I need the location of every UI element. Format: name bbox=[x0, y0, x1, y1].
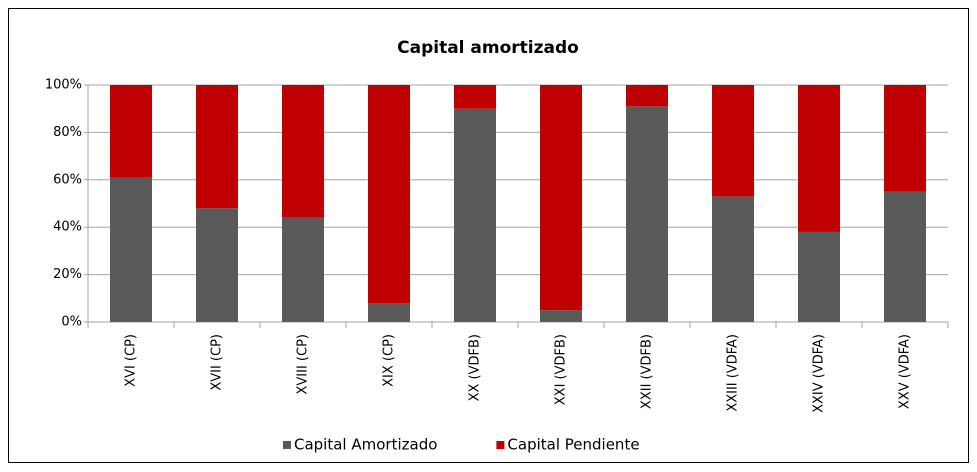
bar-segment bbox=[798, 231, 840, 322]
y-tick-label: 0% bbox=[61, 315, 82, 330]
legend-swatch bbox=[283, 441, 291, 449]
x-tick-label: XVIII (CP) bbox=[296, 334, 311, 395]
y-tick-label: 20% bbox=[53, 267, 82, 282]
bar-segment bbox=[110, 177, 152, 322]
x-tick-label: XXII (VDFB) bbox=[640, 334, 655, 409]
x-tick-label: XVI (CP) bbox=[124, 334, 139, 387]
x-tick-label: XXIII (VDFA) bbox=[726, 334, 741, 412]
bar-segment bbox=[282, 85, 324, 218]
bar-segment bbox=[798, 85, 840, 232]
legend-swatch bbox=[496, 441, 505, 449]
y-tick-label: 40% bbox=[53, 220, 82, 235]
x-tick-label: XX (VDFB) bbox=[468, 334, 483, 401]
bar-segment bbox=[712, 196, 754, 322]
bar-segment bbox=[196, 208, 238, 322]
bar-segment bbox=[884, 85, 926, 192]
bar-segment bbox=[368, 85, 410, 304]
y-tick-label: 100% bbox=[45, 78, 82, 93]
bar-segment bbox=[196, 85, 238, 209]
bar-segment bbox=[540, 310, 582, 322]
y-tick-label: 60% bbox=[53, 172, 82, 187]
bar-segment bbox=[712, 85, 754, 197]
x-tick-label: XIX (CP) bbox=[382, 334, 397, 387]
bar-segment bbox=[110, 85, 152, 178]
y-tick-label: 80% bbox=[53, 125, 82, 140]
x-tick-label: XXV (VDFA) bbox=[898, 334, 913, 409]
bar-segment bbox=[540, 85, 582, 311]
legend-label: Capital Pendiente bbox=[507, 436, 639, 454]
bar-segment bbox=[626, 85, 668, 107]
bar-segment bbox=[626, 106, 668, 322]
chart-title: Capital amortizado bbox=[397, 38, 579, 58]
bar-segment bbox=[368, 303, 410, 322]
bar-segment bbox=[884, 191, 926, 322]
bar-segment bbox=[282, 217, 324, 322]
x-tick-label: XXIV (VDFA) bbox=[812, 334, 827, 413]
bar-segment bbox=[454, 85, 496, 109]
x-tick-label: XVII (CP) bbox=[210, 334, 225, 391]
x-tick-label: XXI (VDFB) bbox=[554, 334, 569, 405]
legend-label: Capital Amortizado bbox=[294, 436, 437, 454]
bar-segment bbox=[454, 108, 496, 322]
